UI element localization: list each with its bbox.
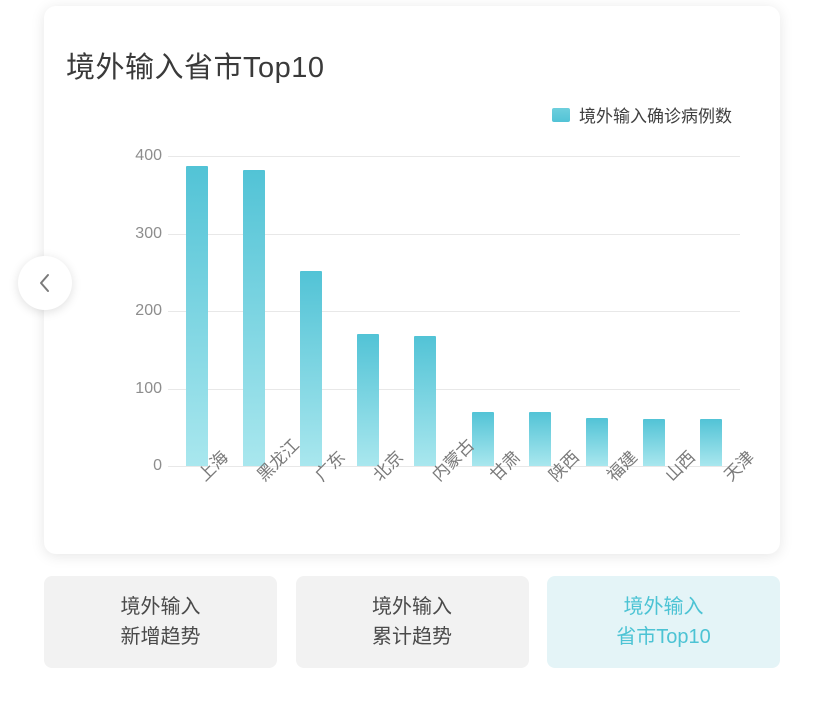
chart-bar[interactable] xyxy=(185,166,208,466)
chart-bar[interactable] xyxy=(357,334,380,466)
grid-line xyxy=(168,156,740,157)
bar-slot[interactable] xyxy=(225,156,282,466)
y-axis-tick: 400 xyxy=(135,147,162,164)
prev-slide-button[interactable] xyxy=(18,256,72,310)
y-axis-tick: 100 xyxy=(135,379,162,397)
grid-line xyxy=(168,311,740,312)
chart-bar[interactable] xyxy=(242,169,265,466)
chart-plot-area: 0 100 200 300 400 xyxy=(122,147,752,474)
chart-bar[interactable] xyxy=(471,411,494,466)
y-axis-tick: 300 xyxy=(135,224,162,242)
tab-2[interactable]: 境外输入 累计趋势 xyxy=(295,576,529,668)
tab-label-line1: 境外输入 xyxy=(120,596,201,618)
grid-line xyxy=(168,466,740,467)
tab-1[interactable]: 境外输入 新增趋势 xyxy=(44,576,277,668)
legend-label: 境外输入确诊病例数 xyxy=(579,107,732,126)
tab-label-line2: 累计趋势 xyxy=(372,626,452,648)
bar-slot[interactable] xyxy=(454,156,511,466)
chart-bar[interactable] xyxy=(643,418,666,466)
bar-slot[interactable] xyxy=(397,156,454,466)
tab-3[interactable]: 境外输入省市Top10 xyxy=(547,576,780,668)
bar-slot[interactable] xyxy=(340,156,397,466)
chart-bar[interactable] xyxy=(528,411,551,466)
chevron-left-icon xyxy=(37,272,53,294)
y-axis-tick: 200 xyxy=(135,302,162,319)
bar-slot[interactable] xyxy=(568,156,625,466)
bar-slot[interactable] xyxy=(683,156,740,466)
tab-bar: 境外输入 新增趋势 境外输入 累计趋势 境外输入 省市Top10 xyxy=(44,576,780,668)
grid-line xyxy=(168,233,740,235)
chart-bar[interactable] xyxy=(299,270,322,466)
chart-bars xyxy=(168,156,740,466)
tab-label-line2: 新增趋势 xyxy=(120,626,201,648)
tab-label-line1: 境外输入 xyxy=(372,596,452,618)
chart-legend: 境外输入确诊病例数 xyxy=(552,102,732,127)
page-title: 境外输入省市Top10 xyxy=(66,52,325,84)
grid-line xyxy=(168,388,740,390)
bar-slot[interactable] xyxy=(282,156,339,466)
tab-label-line1: 境外输入 xyxy=(623,596,704,618)
chart-bar[interactable] xyxy=(585,417,608,466)
bar-slot[interactable] xyxy=(626,156,683,466)
chart-card: 境外输入省市Top10 境外输入确诊病例数 0 100 200 300 400 上海 黑龙… xyxy=(44,6,780,554)
bar-slot[interactable] xyxy=(511,156,568,466)
chart-bar[interactable] xyxy=(414,335,437,466)
y-axis-tick: 0 xyxy=(153,457,162,474)
legend-swatch-icon xyxy=(552,107,570,122)
tab-label-line2: 省市Top10 xyxy=(616,626,711,648)
chart-bar[interactable] xyxy=(700,418,723,466)
bar-slot[interactable] xyxy=(168,156,225,466)
chart-x-axis-labels: 上海 黑龙江 广东 北京 内蒙古 甘肃 陕西 福建 山西 天津 xyxy=(168,435,758,528)
